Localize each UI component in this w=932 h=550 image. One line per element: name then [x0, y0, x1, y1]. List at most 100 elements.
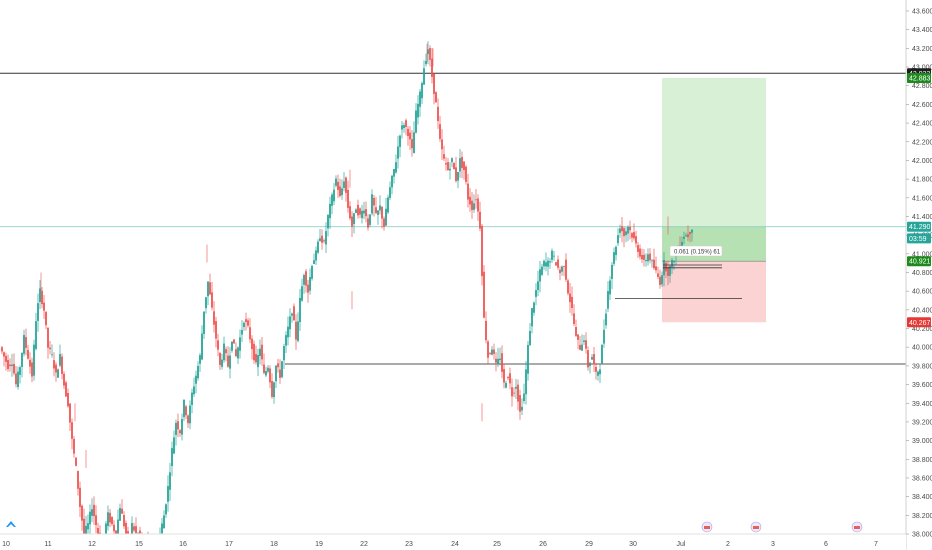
candle-body — [77, 470, 79, 489]
candle-body — [427, 49, 429, 55]
x-tick-label: 16 — [179, 541, 187, 548]
x-tick-label: 3 — [771, 541, 775, 548]
candle-body — [619, 228, 621, 233]
candle-body — [377, 210, 379, 215]
candle-body — [503, 369, 505, 383]
time-scale-bg[interactable] — [0, 534, 906, 550]
event-flag-stripe — [704, 526, 710, 529]
candle-body — [341, 188, 343, 196]
candle-body — [241, 330, 243, 335]
candle-body — [399, 135, 401, 147]
candle-body — [447, 162, 449, 171]
y-tick-label: 42.200 — [912, 139, 932, 146]
candle-body — [541, 266, 543, 275]
candle-body — [573, 313, 575, 325]
candle-body — [201, 333, 203, 360]
candle-body — [47, 327, 49, 348]
stop-zone — [662, 261, 766, 323]
candle-body — [361, 210, 363, 219]
tradingview-logo-icon[interactable] — [6, 521, 16, 527]
candle-body — [249, 327, 251, 340]
candle-body — [409, 132, 411, 140]
event-flags — [701, 521, 863, 533]
candle-body — [57, 369, 59, 378]
candle-body — [385, 208, 387, 226]
candle-body — [559, 269, 561, 274]
candle-body — [475, 199, 477, 201]
candle-body — [239, 337, 241, 351]
candle-body — [305, 271, 307, 286]
candle-body — [39, 288, 41, 302]
candle-body — [393, 169, 395, 177]
candle-body — [347, 189, 349, 208]
candle-body — [183, 399, 185, 418]
candle-body — [73, 438, 75, 454]
candle-body — [25, 337, 27, 348]
candle-body — [415, 110, 417, 133]
candle-body — [411, 139, 413, 149]
candle-body — [349, 206, 351, 219]
x-tick-label: 10 — [2, 541, 10, 548]
candle-body — [63, 373, 65, 386]
candle-body — [111, 517, 113, 525]
candle-body — [423, 68, 425, 85]
position-zones — [662, 77, 766, 323]
price-scale-bg[interactable] — [906, 0, 932, 550]
candle-body — [383, 218, 385, 227]
candle-body — [543, 260, 545, 267]
candle-body — [669, 266, 671, 276]
candle-body — [109, 512, 111, 523]
candle-body — [369, 214, 371, 225]
candle-body — [589, 362, 591, 366]
candle-body — [213, 311, 215, 325]
candle-body — [11, 364, 13, 366]
candle-body — [357, 204, 359, 216]
y-tick-label: 41.400 — [912, 214, 932, 221]
candle-body — [583, 340, 585, 342]
candle-body — [595, 366, 597, 372]
candle-body — [5, 355, 7, 362]
candle-body — [599, 369, 601, 375]
candle-body — [253, 343, 255, 361]
candle-body — [119, 508, 121, 521]
candle-body — [117, 519, 119, 535]
candle-body — [653, 259, 655, 269]
candle-body — [567, 280, 569, 294]
candle-body — [45, 311, 47, 326]
candle-body — [527, 344, 529, 374]
candle-body — [235, 349, 237, 357]
candle-body — [425, 61, 427, 65]
candle-body — [605, 313, 607, 326]
candles — [1, 41, 693, 550]
candle-body — [291, 313, 293, 316]
candle-body — [641, 254, 643, 260]
candle-body — [419, 91, 421, 107]
candle-body — [483, 271, 485, 318]
y-tick-label: 41.000 — [912, 251, 932, 258]
candle-body — [545, 262, 547, 267]
y-tick-label: 42.800 — [912, 83, 932, 90]
candle-body — [485, 320, 487, 341]
candle-body — [303, 275, 305, 285]
candle-body — [661, 275, 663, 285]
candle-body — [685, 235, 687, 237]
candle-body — [591, 357, 593, 360]
candle-body — [441, 139, 443, 150]
candle-body — [461, 156, 463, 169]
candle-body — [629, 226, 631, 231]
candle-body — [487, 341, 489, 358]
time-scale[interactable]: 10 11 12 15 16 17 18 19 22 23 24 25 26 29 30 Jul 2 3 6 7 — [2, 541, 878, 548]
y-tick-label: 40.000 — [912, 345, 932, 352]
candle-body — [21, 353, 23, 368]
candle-body — [29, 359, 31, 367]
y-tick-label: 40.600 — [912, 289, 932, 296]
candle-body — [13, 364, 15, 374]
candle-body — [637, 245, 639, 252]
candle-body — [371, 194, 373, 214]
candle-body — [243, 322, 245, 328]
candle-body — [179, 430, 181, 434]
candle-body — [575, 327, 577, 336]
candle-body — [209, 282, 211, 295]
candle-body — [331, 194, 333, 206]
